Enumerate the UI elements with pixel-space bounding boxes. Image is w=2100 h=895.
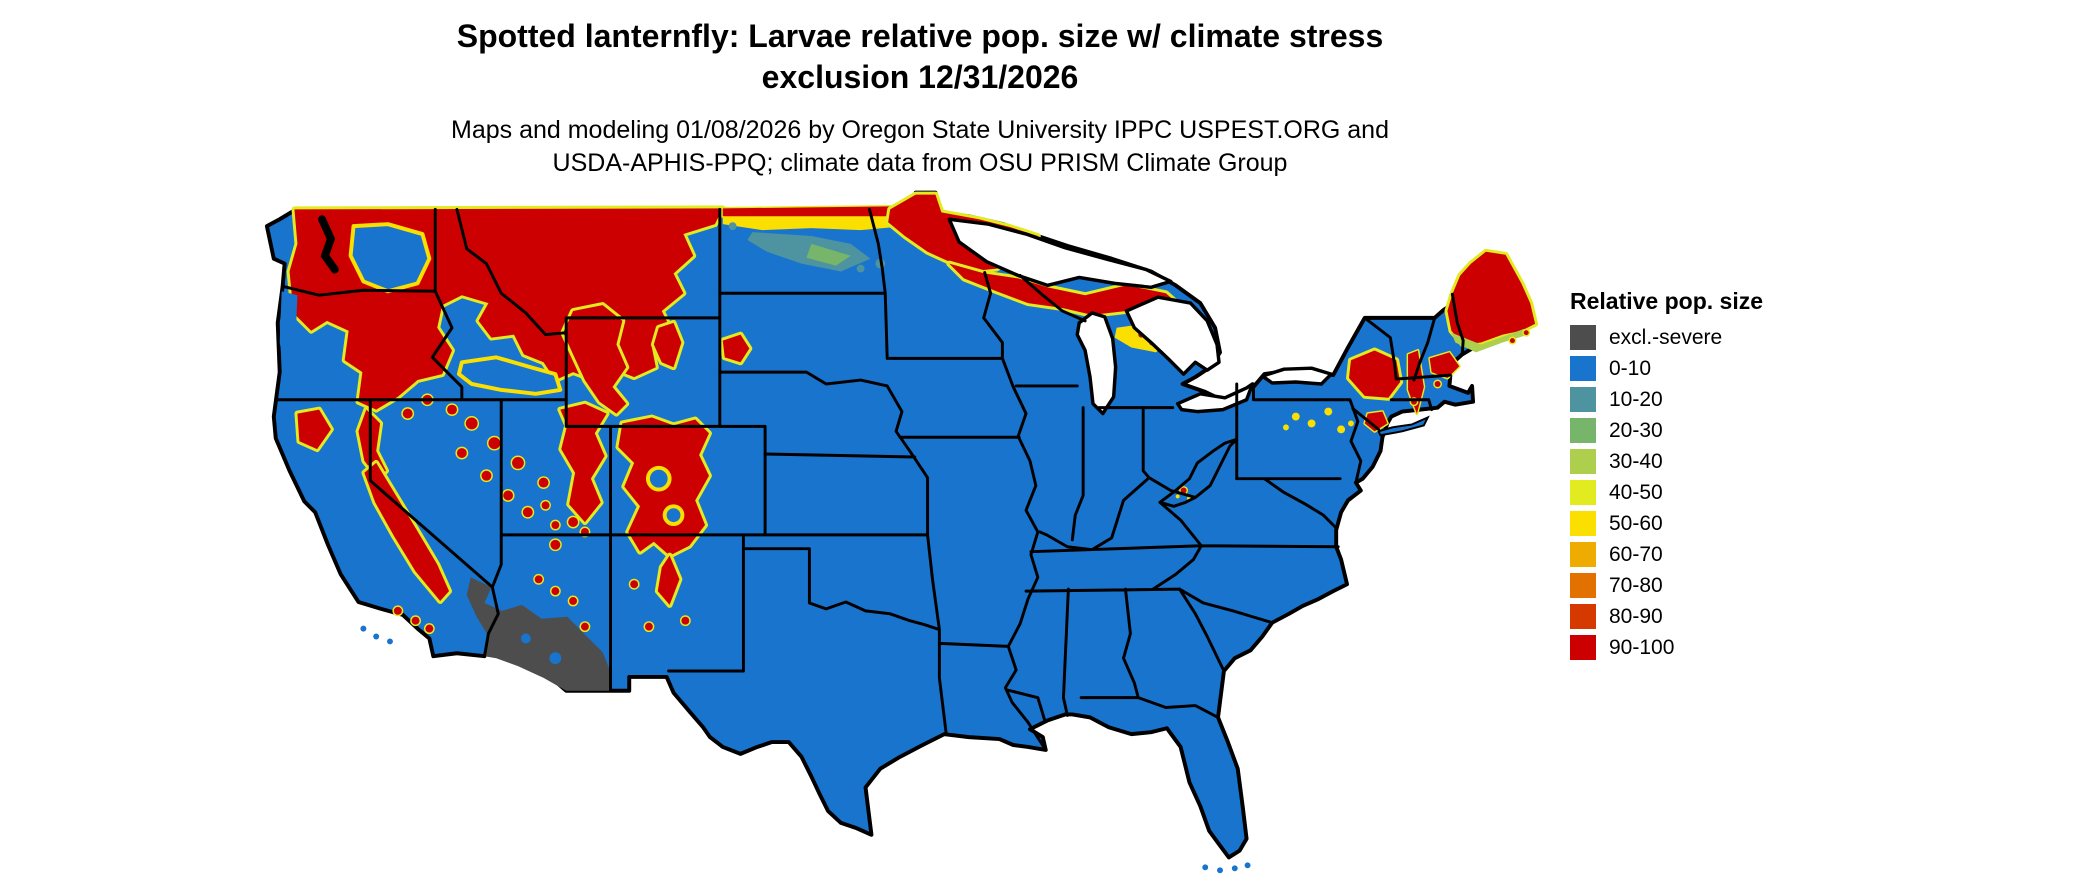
legend-rows: excl.-severe 0-10 10-20 20-30 30-40 40-50 50-6… — [1570, 325, 1763, 660]
blue-hole-snake-plain — [456, 355, 563, 396]
legend-label: 20-30 — [1609, 418, 1663, 442]
long-island — [1377, 415, 1430, 437]
subtitle-line2: USDA-APHIS-PPQ; climate data from OSU PR… — [552, 149, 1288, 177]
legend-item: 90-100 — [1570, 635, 1763, 660]
us-map — [264, 190, 1539, 874]
red-zone-black-hills — [719, 331, 753, 366]
state-borders-midwest-south — [937, 271, 1340, 722]
legend-swatch — [1570, 418, 1596, 443]
legend-label: 40-50 — [1609, 480, 1663, 504]
legend-label: 50-60 — [1609, 511, 1663, 535]
small-spots-east — [1175, 328, 1531, 501]
legend-label: 70-80 — [1609, 573, 1663, 597]
legend-item: 80-90 — [1570, 604, 1763, 629]
puget-sound — [318, 215, 339, 274]
blue-hole-arizona — [520, 633, 531, 644]
channel-island — [373, 633, 380, 640]
channel-island — [360, 625, 367, 632]
red-zone-yellowstone — [560, 302, 630, 417]
florida-key — [1202, 864, 1209, 871]
legend-item: 10-20 — [1570, 387, 1763, 412]
header: Spotted lanternfly: Larvae relative pop.… — [0, 16, 1840, 180]
legend-item: excl.-severe — [1570, 325, 1763, 350]
green-blotch-dakota — [806, 243, 851, 266]
legend-label: 10-20 — [1609, 387, 1663, 411]
florida-key — [1244, 862, 1251, 869]
legend: Relative pop. size excl.-severe 0-10 10-20… — [1570, 288, 1763, 666]
legend-item: 0-10 — [1570, 356, 1763, 381]
lake-michigan — [1075, 311, 1118, 416]
gray-zone-arizona — [466, 577, 611, 691]
red-zone-klamath — [294, 406, 334, 453]
legend-item: 60-70 — [1570, 542, 1763, 567]
state-borders-west — [275, 207, 930, 693]
red-zone-sangre-de-cristo — [654, 552, 683, 608]
legend-swatch — [1570, 356, 1596, 381]
teal-spot — [728, 222, 737, 231]
blue-hole-arizona — [549, 652, 562, 665]
legend-item: 50-60 — [1570, 511, 1763, 536]
subtitle-line1: Maps and modeling 01/08/2026 by Oregon S… — [451, 116, 1389, 144]
legend-swatch — [1570, 635, 1596, 660]
legend-title: Relative pop. size — [1570, 288, 1764, 314]
florida-key — [1231, 865, 1238, 872]
red-zone-bighorn — [650, 319, 685, 371]
subtitle: Maps and modeling 01/08/2026 by Oregon S… — [0, 114, 1840, 180]
map-state-borders — [275, 207, 1465, 752]
legend-swatch — [1570, 542, 1596, 567]
lake-superior — [947, 217, 1173, 290]
teal-spot — [856, 264, 865, 273]
legend-swatch — [1570, 325, 1596, 350]
red-spots-great-basin — [392, 393, 691, 635]
legend-label: 80-90 — [1609, 604, 1663, 628]
legend-label: excl.-severe — [1609, 325, 1723, 349]
legend-swatch — [1570, 604, 1596, 629]
channel-island — [387, 638, 393, 645]
map-container — [260, 165, 1540, 890]
legend-item: 30-40 — [1570, 449, 1763, 474]
state-borders-plains — [718, 207, 1021, 736]
legend-item: 70-80 — [1570, 573, 1763, 598]
legend-swatch — [1570, 573, 1596, 598]
legend-label: 30-40 — [1609, 449, 1663, 473]
legend-label: 0-10 — [1609, 356, 1652, 380]
blue-hole-colorado-park — [662, 504, 685, 527]
lake-huron — [1124, 295, 1221, 376]
blue-hole-columbia-basin — [348, 222, 432, 294]
legend-item: 20-30 — [1570, 418, 1763, 443]
state-borders-northeast — [1235, 292, 1465, 530]
red-zone-catskills — [1363, 410, 1389, 433]
legend-label: 90-100 — [1609, 635, 1675, 659]
legend-swatch — [1570, 480, 1596, 505]
florida-key — [1217, 867, 1223, 874]
page-title-line2: exclusion 12/31/2026 — [761, 59, 1079, 95]
lake-erie — [1175, 382, 1255, 414]
red-zone-utah — [557, 400, 610, 526]
blue-hole-willamette — [279, 291, 302, 387]
lake-ontario — [1260, 366, 1333, 386]
red-zone-adirondacks — [1346, 347, 1404, 401]
red-zone-white-mountains — [1428, 350, 1461, 380]
legend-swatch — [1570, 449, 1596, 474]
legend-swatch — [1570, 511, 1596, 536]
green-fringe-maine — [1451, 328, 1529, 353]
legend-item: 40-50 — [1570, 480, 1763, 505]
map-lakes — [947, 217, 1333, 416]
yellow-band-dakota — [722, 216, 905, 231]
page-title-line1: Spotted lanternfly: Larvae relative pop.… — [456, 18, 1384, 54]
blue-hole-colorado-park — [645, 465, 672, 492]
legend-label: 60-70 — [1609, 542, 1663, 566]
legend-swatch — [1570, 387, 1596, 412]
